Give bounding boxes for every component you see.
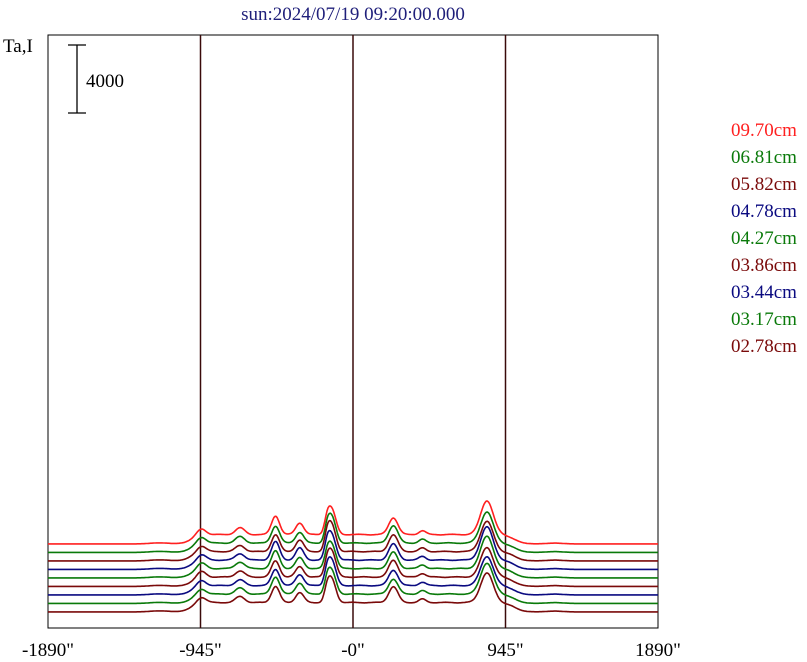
reference-lines [199,35,507,628]
series-line-04.27cm [48,535,658,579]
series-group [48,500,658,613]
series-line-04.78cm [48,525,658,571]
legend-entry-09.70cm: 09.70cm [731,120,797,141]
legend-entry-05.82cm: 05.82cm [731,174,797,195]
x-tick-label-0: -1890" [22,640,74,661]
scale-bar-label: 4000 [86,71,124,92]
x-tick-label-2: -0" [341,640,365,661]
legend-entry-03.86cm: 03.86cm [731,255,797,276]
legend-entry-06.81cm: 06.81cm [731,147,797,168]
series-line-03.86cm [48,546,658,588]
x-tick-label-1: -945" [179,640,222,661]
series-line-02.78cm [48,572,658,613]
x-tick-label-4: 1890" [635,640,681,661]
legend: 09.70cm 06.81cm 05.82cm 04.78cm 04.27cm 03.86… [731,120,797,357]
series-line-03.17cm [48,562,658,605]
series-line-06.81cm [48,511,658,554]
legend-entry-03.17cm: 03.17cm [731,309,797,330]
scale-bar: 4000 [68,44,124,114]
x-tick-label-3: 945" [487,640,523,661]
x-tick-labels: -1890" -945" -0" 945" 1890" [22,640,681,661]
legend-entry-02.78cm: 02.78cm [731,336,797,357]
series-line-05.82cm [48,519,658,562]
legend-entry-04.78cm: 04.78cm [731,201,797,222]
legend-entry-03.44cm: 03.44cm [731,282,797,303]
y-axis-label: Ta,I [3,36,33,57]
series-line-03.44cm [48,555,658,596]
legend-entry-04.27cm: 04.27cm [731,228,797,249]
chart-title: sun:2024/07/19 09:20:00.000 [241,4,465,25]
series-line-09.70cm [48,500,658,545]
